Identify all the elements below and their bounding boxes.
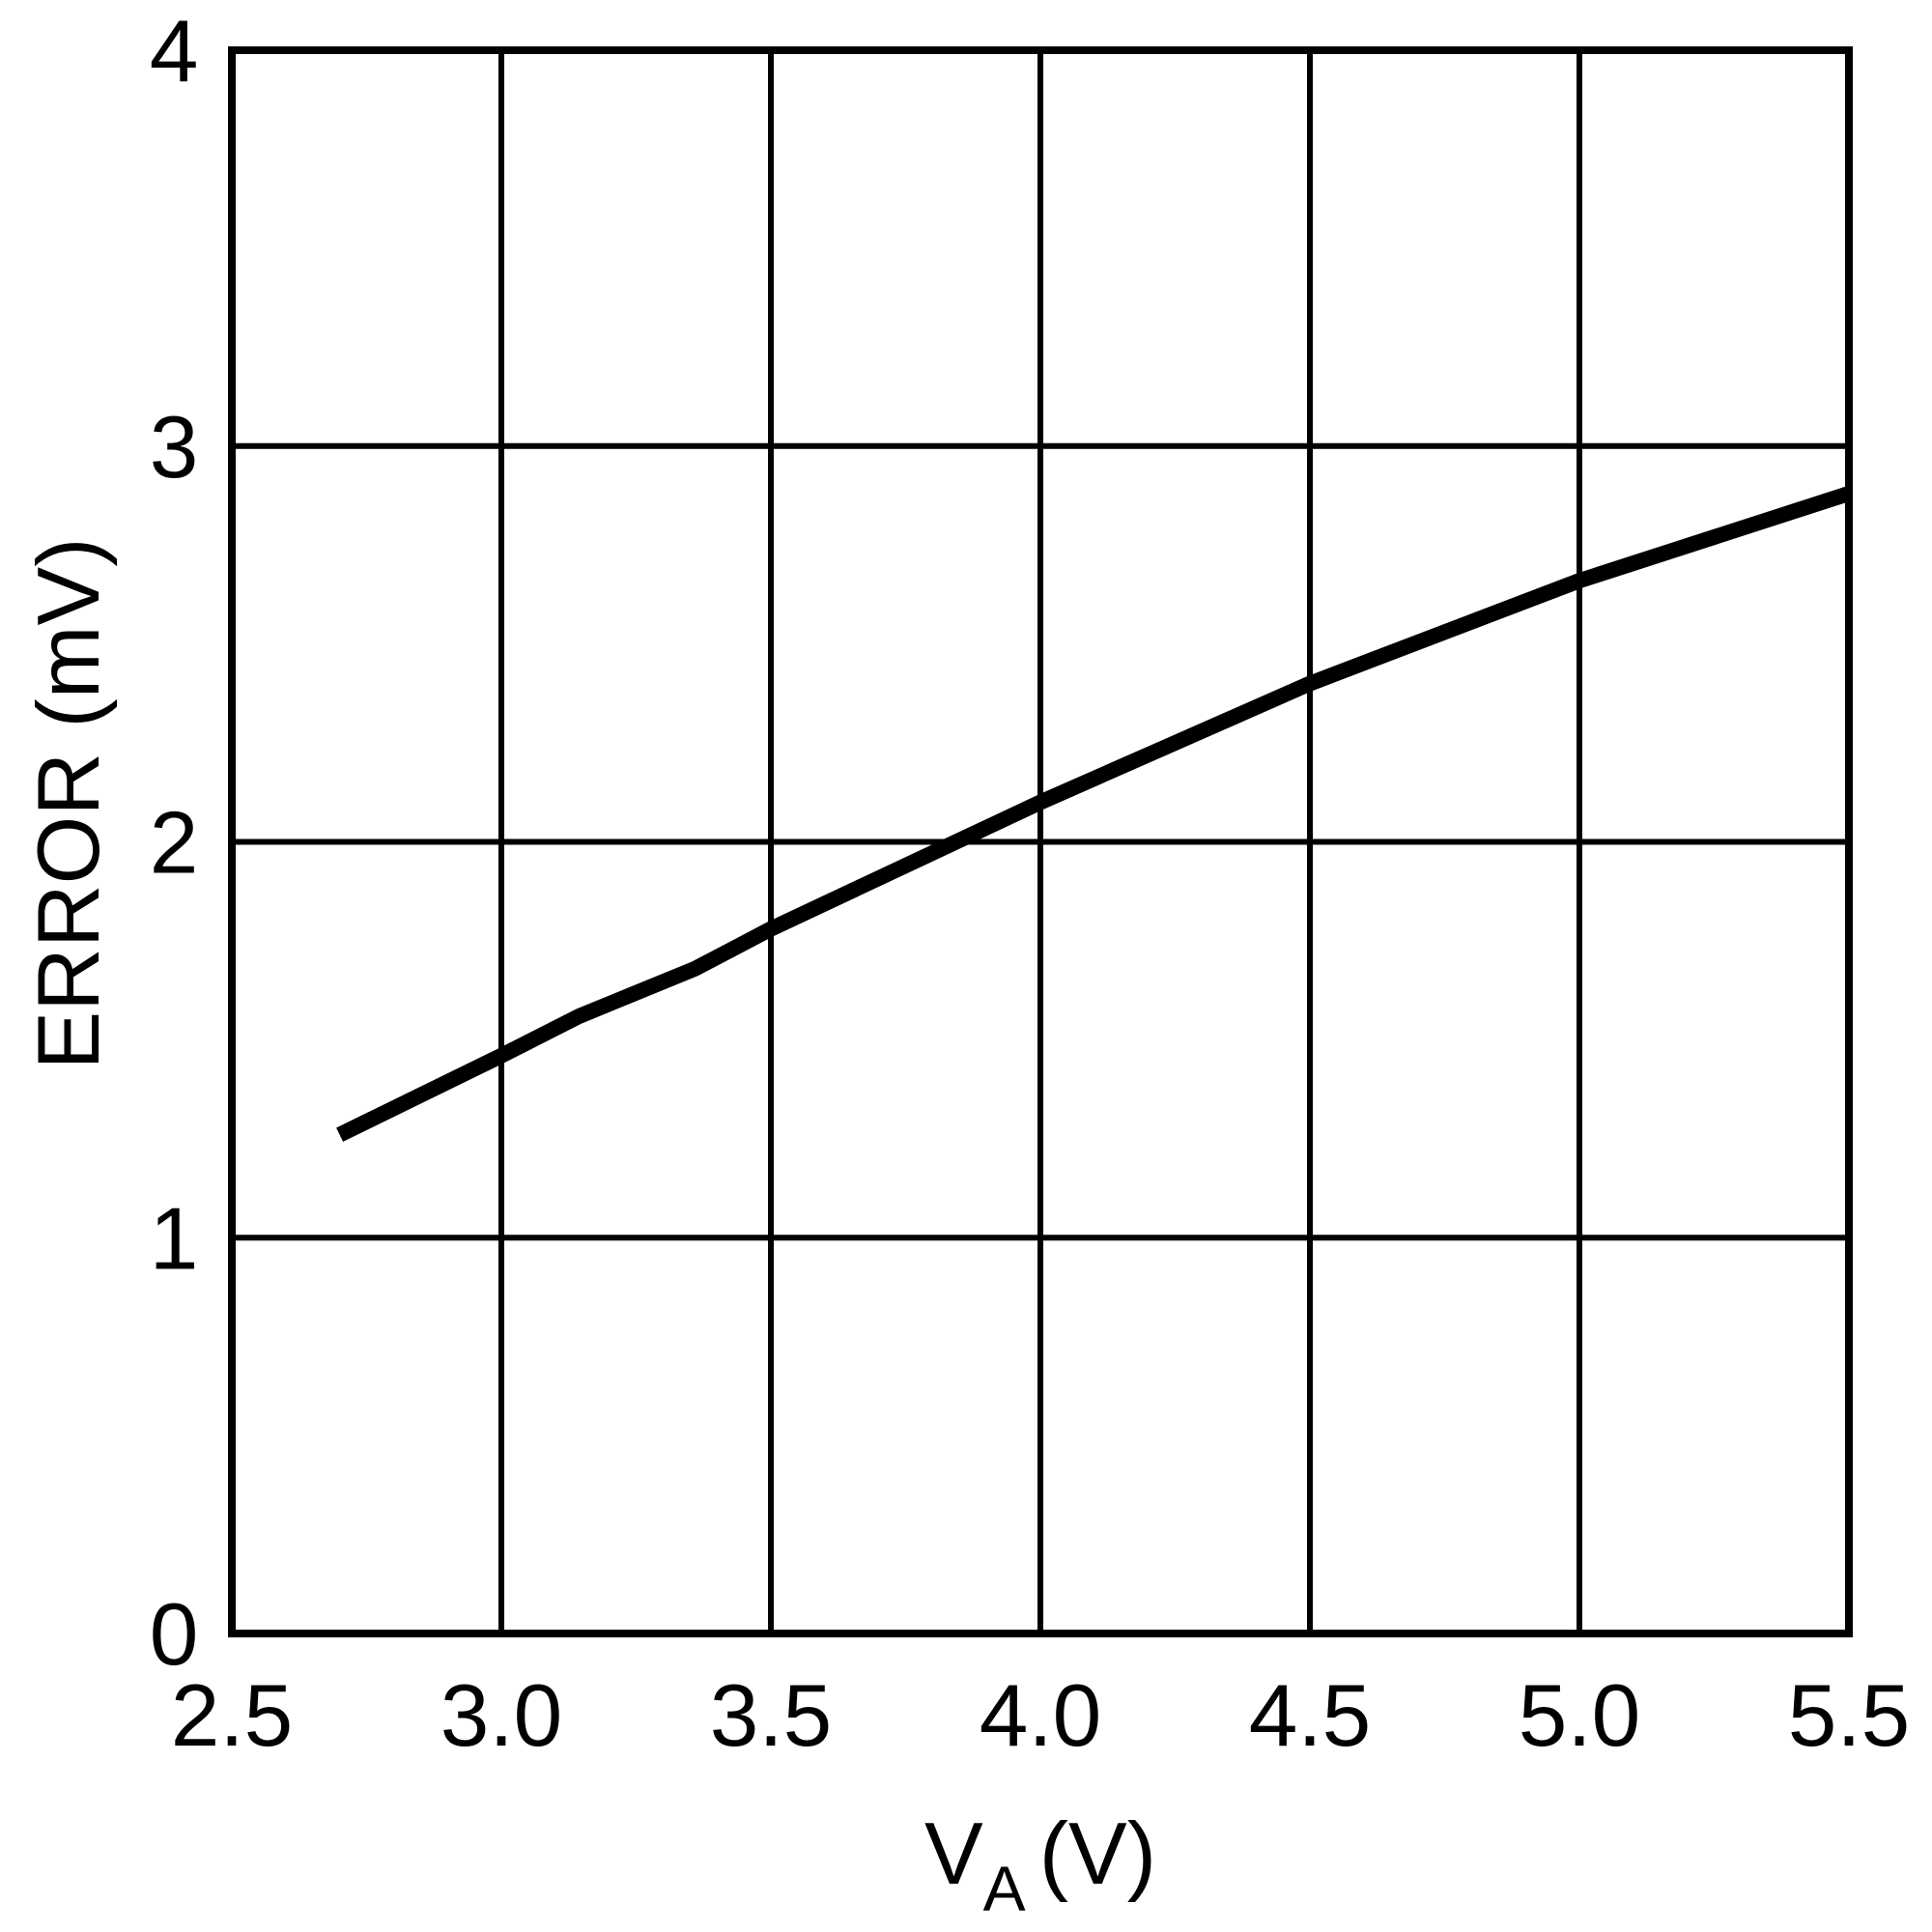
x-axis-tick-labels: 2.5 3.0 3.5 4.0 4.5 5.0 5.5: [171, 1667, 1911, 1765]
x-tick-label: 5.0: [1519, 1667, 1641, 1765]
x-tick-label: 4.5: [1249, 1667, 1372, 1765]
x-axis-title-unit: (V): [1039, 1805, 1156, 1903]
x-axis-title-main: V: [924, 1805, 983, 1903]
x-tick-label: 3.5: [710, 1667, 833, 1765]
x-axis-title: VA (V): [924, 1805, 1156, 1924]
y-tick-label: 2: [150, 795, 199, 893]
y-tick-label: 0: [150, 1586, 199, 1684]
y-tick-label: 1: [150, 1190, 199, 1288]
grid-lines: [232, 50, 1849, 1634]
plot-frame: [228, 46, 1853, 1637]
x-tick-label: 3.0: [440, 1667, 563, 1765]
x-axis-title-subscript: A: [983, 1853, 1026, 1924]
y-tick-label: 3: [150, 399, 199, 497]
y-axis-title: ERROR (mV): [20, 537, 118, 1069]
x-tick-label: 4.0: [980, 1667, 1102, 1765]
y-axis-tick-labels: 0 1 2 3 4: [150, 3, 199, 1684]
y-tick-label: 4: [150, 3, 199, 100]
x-tick-label: 5.5: [1788, 1667, 1911, 1765]
x-tick-label: 2.5: [171, 1667, 294, 1765]
error-curve: [336, 486, 1852, 1142]
